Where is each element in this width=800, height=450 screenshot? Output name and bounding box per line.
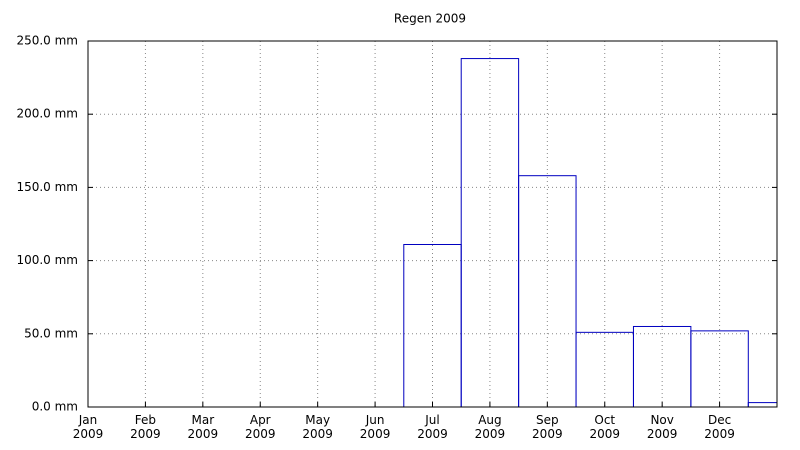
- x-tick-label: Jan 2009: [72, 413, 104, 441]
- x-tick-label: Mar 2009: [187, 413, 219, 441]
- x-tick-label: May 2009: [302, 413, 333, 441]
- x-tick-label: Dec 2009: [704, 413, 735, 441]
- chart-title: Regen 2009: [394, 12, 466, 26]
- x-tick-label: Apr 2009: [244, 413, 276, 441]
- bar: [518, 175, 577, 407]
- x-tick-label: Nov 2009: [646, 413, 678, 441]
- y-tick-label: 150.0 mm: [16, 180, 78, 194]
- x-tick-label: Sep 2009: [532, 413, 563, 441]
- y-tick-label: 250.0 mm: [16, 34, 78, 48]
- y-tick-label: 50.0 mm: [24, 326, 78, 340]
- y-tick-label: 200.0 mm: [16, 107, 78, 121]
- x-tick-label: Oct 2009: [589, 413, 621, 441]
- y-tick-label: 100.0 mm: [16, 253, 78, 267]
- y-tick-label: 0.0 mm: [32, 400, 78, 414]
- x-tick-label: Jul 2009: [417, 413, 448, 441]
- x-tick-label: Aug 2009: [474, 413, 506, 441]
- x-tick-label: Jun 2009: [359, 413, 391, 441]
- bar: [690, 330, 749, 407]
- bar: [747, 402, 777, 407]
- x-tick-label: Feb 2009: [130, 413, 161, 441]
